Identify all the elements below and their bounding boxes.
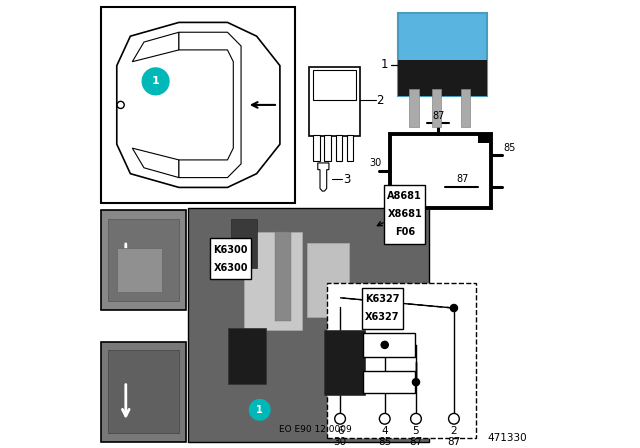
Bar [389, 198, 401, 208]
Text: 1: 1 [381, 58, 388, 71]
Bar [230, 219, 257, 268]
Bar [347, 135, 353, 161]
Text: EO E90 12 0009: EO E90 12 0009 [279, 425, 352, 434]
Bar [384, 185, 426, 244]
Text: X8681: X8681 [387, 209, 422, 219]
Text: 87: 87 [447, 437, 461, 447]
Bar [210, 238, 252, 280]
Bar [108, 219, 179, 302]
Text: 30: 30 [333, 437, 347, 447]
Circle shape [451, 305, 458, 312]
Circle shape [412, 379, 420, 386]
Bar [410, 89, 419, 127]
Text: 2: 2 [376, 94, 384, 107]
Bar [101, 341, 186, 442]
Bar [398, 13, 488, 96]
Bar [398, 60, 488, 96]
Bar [108, 350, 179, 433]
Circle shape [250, 400, 270, 420]
Circle shape [381, 341, 388, 349]
Text: 1: 1 [152, 76, 159, 86]
Polygon shape [116, 22, 280, 187]
Text: 2: 2 [451, 426, 457, 436]
Text: 85: 85 [378, 437, 392, 447]
Bar [244, 232, 302, 330]
Bar [275, 232, 291, 322]
Bar [478, 133, 492, 143]
Bar [364, 332, 415, 357]
Bar [390, 134, 490, 207]
Bar [228, 328, 266, 384]
Text: 87: 87 [410, 437, 422, 447]
Bar [335, 135, 342, 161]
Bar [307, 243, 349, 317]
Text: X6327: X6327 [365, 312, 400, 322]
Circle shape [411, 414, 421, 424]
Polygon shape [132, 148, 179, 177]
Bar [431, 89, 442, 127]
Text: 471330: 471330 [488, 432, 527, 443]
Text: K6300: K6300 [214, 245, 248, 255]
Bar [324, 135, 331, 161]
Text: 3: 3 [343, 173, 351, 186]
Circle shape [449, 414, 460, 424]
Text: 85: 85 [504, 143, 516, 153]
Text: A8681: A8681 [387, 191, 422, 202]
Bar [314, 70, 356, 100]
Bar [364, 371, 415, 393]
Bar [324, 330, 365, 395]
Circle shape [380, 414, 390, 424]
Polygon shape [179, 32, 241, 177]
Text: 4: 4 [381, 426, 388, 436]
Bar [101, 210, 186, 310]
Circle shape [335, 414, 346, 424]
Circle shape [117, 101, 124, 108]
Text: K6327: K6327 [365, 294, 400, 304]
Bar [101, 7, 296, 203]
Text: 6: 6 [337, 426, 344, 436]
Text: 87: 87 [432, 111, 445, 121]
Text: 30: 30 [369, 158, 381, 168]
Bar [188, 207, 429, 442]
Text: 1: 1 [257, 405, 263, 415]
Polygon shape [132, 32, 179, 62]
Text: X6300: X6300 [214, 263, 248, 273]
Bar [461, 89, 470, 127]
Text: F06: F06 [395, 227, 415, 237]
Text: 5: 5 [413, 426, 419, 436]
Polygon shape [318, 163, 329, 191]
Bar [309, 67, 360, 136]
Bar [326, 284, 476, 438]
Circle shape [142, 68, 169, 95]
Bar [314, 135, 319, 161]
Text: 87: 87 [456, 174, 468, 184]
Bar [362, 288, 403, 328]
Bar [117, 248, 161, 293]
